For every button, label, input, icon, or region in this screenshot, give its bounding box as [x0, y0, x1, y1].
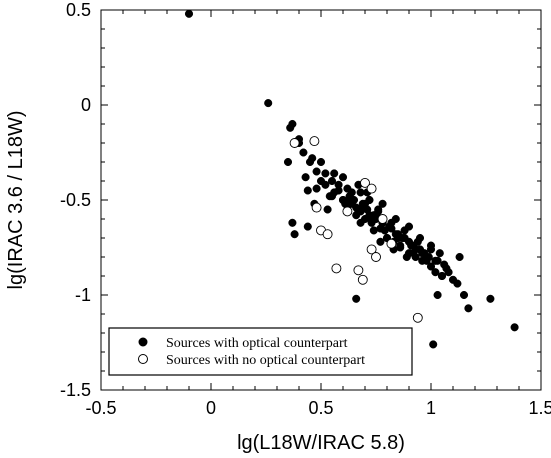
- data-point-optical: [378, 199, 387, 208]
- y-tick-label: -0.5: [60, 190, 91, 210]
- series-optical: [184, 9, 519, 349]
- data-point-optical: [356, 218, 365, 227]
- data-point-no-optical: [322, 229, 333, 240]
- data-point-optical: [290, 230, 299, 239]
- data-point-no-optical: [309, 136, 320, 147]
- data-point-no-optical: [360, 177, 370, 188]
- data-point-optical: [321, 169, 330, 178]
- y-tick-label: -1: [75, 285, 91, 305]
- data-point-optical: [429, 340, 438, 349]
- data-point-optical: [334, 180, 343, 189]
- legend-marker-filled: [138, 337, 148, 347]
- data-point-optical: [437, 271, 447, 281]
- data-point-optical: [380, 226, 389, 235]
- data-point-no-optical: [371, 252, 381, 262]
- data-point-optical: [431, 268, 440, 277]
- data-point-optical: [435, 249, 444, 258]
- x-axis-label: lg(L18W/IRAC 5.8): [237, 432, 405, 454]
- data-point-optical: [455, 252, 464, 262]
- data-point-no-optical: [353, 265, 364, 276]
- data-point-no-optical: [331, 263, 342, 274]
- data-point-optical: [393, 233, 403, 243]
- data-point-optical: [431, 256, 440, 265]
- data-point-optical: [184, 9, 194, 18]
- legend-label-no-optical: Sources with no optical counterpart: [166, 353, 365, 368]
- data-point-optical: [303, 222, 312, 231]
- data-point-optical: [323, 205, 332, 214]
- tick-labels: -0.5 0 0.5 1 1.5 0.5 0 -0.5 -1 -1.5: [60, 0, 551, 418]
- data-point-optical: [459, 290, 469, 300]
- data-point-optical: [413, 237, 422, 246]
- data-point-optical: [400, 226, 409, 235]
- data-point-no-optical: [366, 244, 377, 255]
- data-point-optical: [420, 249, 429, 258]
- data-point-no-optical: [342, 206, 353, 217]
- data-point-optical: [283, 157, 293, 167]
- data-point-no-optical: [366, 183, 377, 194]
- data-point-optical: [407, 241, 416, 250]
- data-point-optical: [338, 173, 348, 182]
- x-tick-label: 1.5: [528, 398, 551, 418]
- data-point-optical: [433, 290, 442, 300]
- data-point-optical: [453, 279, 462, 288]
- y-axis-label: lg(IRAC 3.6 / L18W): [5, 111, 27, 290]
- data-point-optical: [402, 252, 411, 262]
- data-point-optical: [325, 192, 334, 201]
- data-point-no-optical: [377, 214, 388, 224]
- data-point-optical: [330, 169, 339, 178]
- x-tick-label: 1: [426, 398, 436, 418]
- data-point-optical: [288, 218, 297, 227]
- y-tick-label: 0: [81, 95, 91, 115]
- data-point-optical: [486, 294, 495, 303]
- series-no-optical: [289, 136, 423, 323]
- data-point-optical: [301, 173, 310, 182]
- data-point-optical: [341, 199, 350, 208]
- data-point-optical: [347, 188, 356, 197]
- data-point-optical: [316, 157, 326, 167]
- data-point-optical: [376, 237, 385, 246]
- legend-label-optical: Sources with optical counterpart: [166, 336, 348, 351]
- legend: Sources with optical counterpart Sources…: [108, 327, 413, 376]
- data-point-no-optical: [357, 274, 368, 285]
- y-tick-label: 0.5: [66, 0, 91, 20]
- data-point-optical: [464, 304, 473, 313]
- data-point-no-optical: [311, 202, 322, 213]
- data-point-optical: [367, 214, 376, 224]
- x-tick-label: 0: [206, 398, 216, 418]
- data-point-optical: [308, 154, 317, 163]
- data-point-optical: [286, 123, 295, 132]
- data-point-optical: [327, 176, 337, 186]
- data-point-optical: [316, 176, 326, 186]
- legend-box: [108, 327, 413, 376]
- data-point-optical: [312, 167, 321, 176]
- y-tick-label: -1.5: [60, 380, 91, 400]
- legend-marker-open: [138, 354, 148, 364]
- data-point-optical: [426, 245, 436, 254]
- data-point-optical: [312, 184, 321, 193]
- x-tick-label: 0.5: [308, 398, 333, 418]
- data-point-optical: [369, 226, 378, 235]
- data-point-optical: [396, 241, 405, 250]
- data-point-optical: [510, 323, 519, 332]
- data-point-optical: [354, 207, 363, 216]
- x-tick-label: -0.5: [85, 398, 116, 418]
- data-point-optical: [264, 99, 273, 108]
- data-point-no-optical: [412, 312, 423, 323]
- data-point-optical: [440, 260, 449, 269]
- data-point-no-optical: [289, 138, 300, 148]
- data-point-optical: [303, 186, 312, 195]
- data-point-optical: [352, 294, 361, 303]
- data-point-optical: [426, 262, 436, 271]
- data-point-optical: [299, 148, 308, 157]
- data-point-no-optical: [386, 238, 397, 249]
- data-point-optical: [444, 268, 453, 277]
